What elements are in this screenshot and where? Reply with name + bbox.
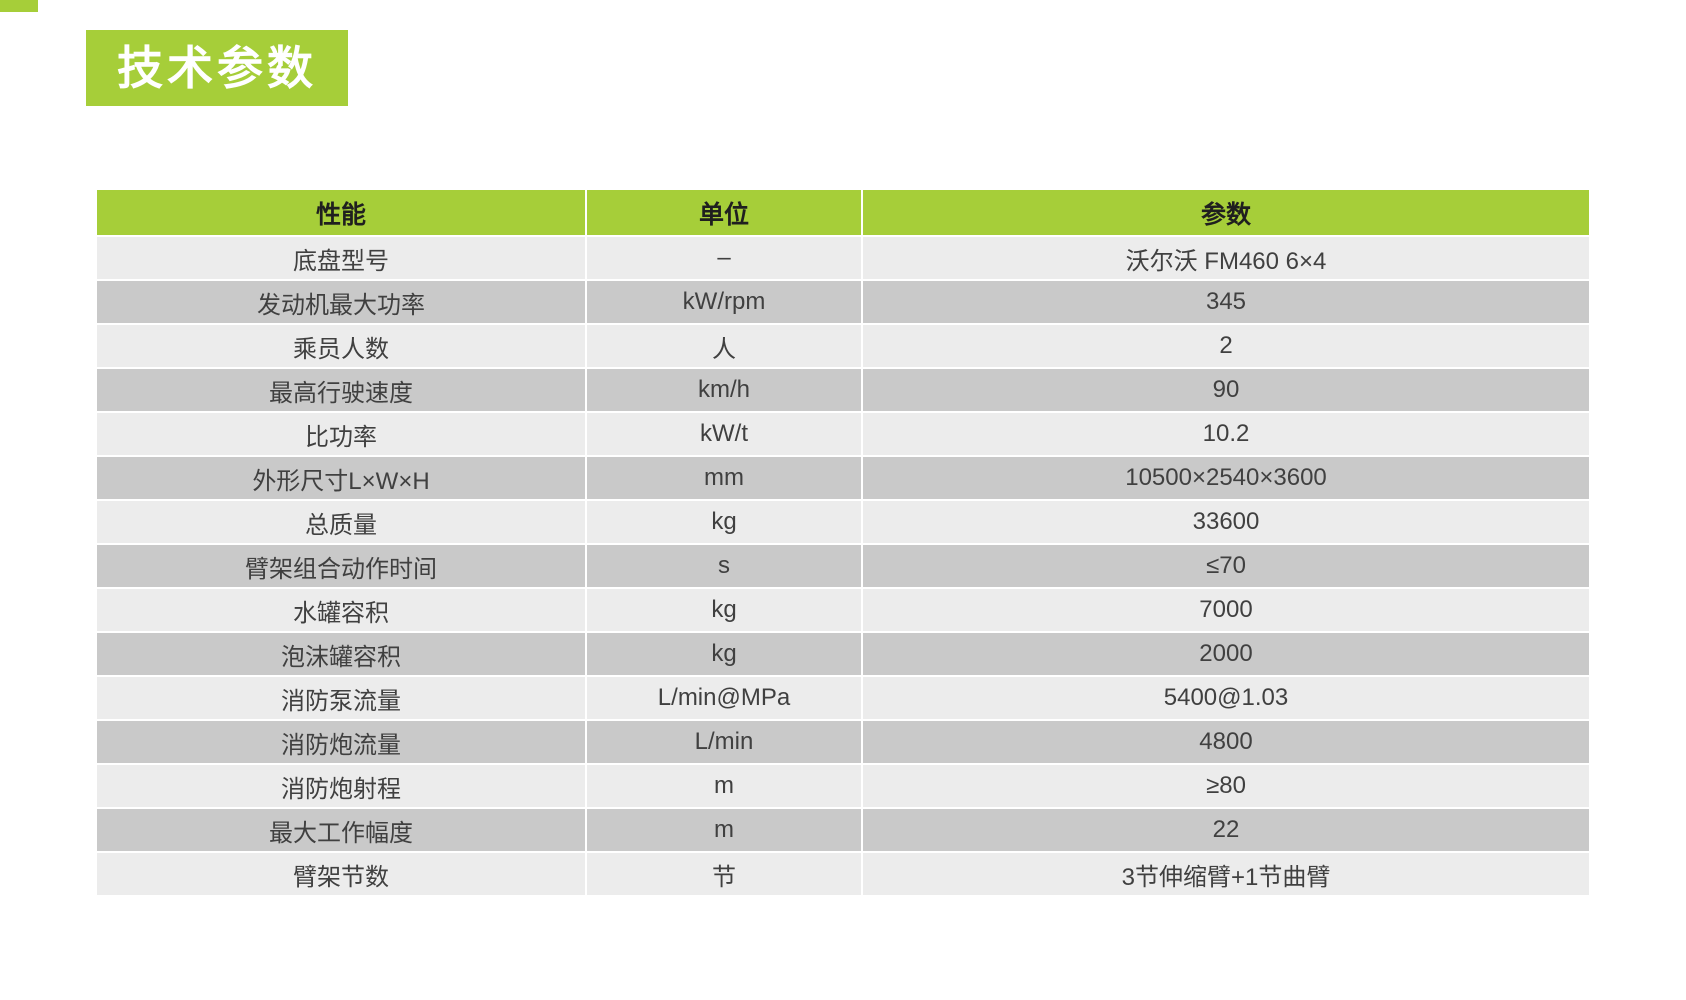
table-row: 消防泵流量 L/min@MPa 5400@1.03 (95, 675, 1591, 721)
cell-property: 总质量 (95, 499, 587, 545)
cell-value: 5400@1.03 (861, 675, 1591, 721)
spec-table: 性能 单位 参数 底盘型号 – 沃尔沃 FM460 6×4 发动机最大功率 kW/rpm… (95, 188, 1591, 897)
cell-value: 33600 (861, 499, 1591, 545)
table-row: 最高行驶速度 km/h 90 (95, 367, 1591, 413)
section-title-badge: 技术参数 (86, 30, 348, 106)
cell-unit: m (585, 807, 863, 853)
cell-unit: – (585, 235, 863, 281)
cell-unit: km/h (585, 367, 863, 413)
cell-value: 3节伸缩臂+1节曲臂 (861, 851, 1591, 897)
cell-value: ≥80 (861, 763, 1591, 809)
header-cell-property: 性能 (95, 188, 587, 237)
cell-property: 比功率 (95, 411, 587, 457)
cell-property: 最大工作幅度 (95, 807, 587, 853)
header-cell-value: 参数 (861, 188, 1591, 237)
cell-property: 臂架组合动作时间 (95, 543, 587, 589)
cell-property: 臂架节数 (95, 851, 587, 897)
cell-property: 外形尺寸L×W×H (95, 455, 587, 501)
cell-property: 消防炮流量 (95, 719, 587, 765)
cell-property: 消防炮射程 (95, 763, 587, 809)
cell-value: 345 (861, 279, 1591, 325)
table-row: 比功率 kW/t 10.2 (95, 411, 1591, 457)
cell-property: 乘员人数 (95, 323, 587, 369)
spec-table-container: 性能 单位 参数 底盘型号 – 沃尔沃 FM460 6×4 发动机最大功率 kW/rpm… (95, 188, 1591, 897)
cell-value: 2 (861, 323, 1591, 369)
cell-unit: L/min@MPa (585, 675, 863, 721)
cell-value: 90 (861, 367, 1591, 413)
cell-value: 4800 (861, 719, 1591, 765)
cell-unit: kg (585, 631, 863, 677)
cell-unit: kg (585, 587, 863, 633)
cell-unit: s (585, 543, 863, 589)
cell-value: 10500×2540×3600 (861, 455, 1591, 501)
cell-value: 22 (861, 807, 1591, 853)
table-row: 臂架节数节 3节伸缩臂+1节曲臂 (95, 851, 1591, 897)
table-row: 泡沫罐容积 kg 2000 (95, 631, 1591, 677)
cell-value: 7000 (861, 587, 1591, 633)
header-cell-unit: 单位 (585, 188, 863, 237)
cell-value: 2000 (861, 631, 1591, 677)
cell-property: 底盘型号 (95, 235, 587, 281)
cell-value: ≤70 (861, 543, 1591, 589)
cell-value: 沃尔沃 FM460 6×4 (861, 235, 1591, 281)
spec-table-body: 底盘型号 – 沃尔沃 FM460 6×4 发动机最大功率 kW/rpm 345 乘员人数人 2… (95, 235, 1591, 897)
table-row: 底盘型号 – 沃尔沃 FM460 6×4 (95, 235, 1591, 281)
cell-property: 泡沫罐容积 (95, 631, 587, 677)
table-row: 发动机最大功率 kW/rpm 345 (95, 279, 1591, 325)
table-row: 外形尺寸L×W×H mm 10500×2540×3600 (95, 455, 1591, 501)
cell-property: 发动机最大功率 (95, 279, 587, 325)
cell-property: 消防泵流量 (95, 675, 587, 721)
table-row: 臂架组合动作时间 s ≤70 (95, 543, 1591, 589)
cell-unit: 人 (585, 323, 863, 369)
table-row: 最大工作幅度 m 22 (95, 807, 1591, 853)
table-header-row: 性能 单位 参数 (95, 188, 1591, 237)
cell-unit: kW/rpm (585, 279, 863, 325)
cell-unit: kW/t (585, 411, 863, 457)
cell-unit: m (585, 763, 863, 809)
cell-unit: mm (585, 455, 863, 501)
cell-property: 水罐容积 (95, 587, 587, 633)
cell-unit: L/min (585, 719, 863, 765)
corner-accent-strip (0, 0, 38, 12)
cell-value: 10.2 (861, 411, 1591, 457)
table-row: 水罐容积 kg 7000 (95, 587, 1591, 633)
cell-property: 最高行驶速度 (95, 367, 587, 413)
section-title: 技术参数 (117, 42, 317, 94)
table-row: 消防炮射程 m ≥80 (95, 763, 1591, 809)
table-row: 乘员人数人 2 (95, 323, 1591, 369)
cell-unit: 节 (585, 851, 863, 897)
table-row: 消防炮流量 L/min 4800 (95, 719, 1591, 765)
table-row: 总质量 kg 33600 (95, 499, 1591, 545)
cell-unit: kg (585, 499, 863, 545)
